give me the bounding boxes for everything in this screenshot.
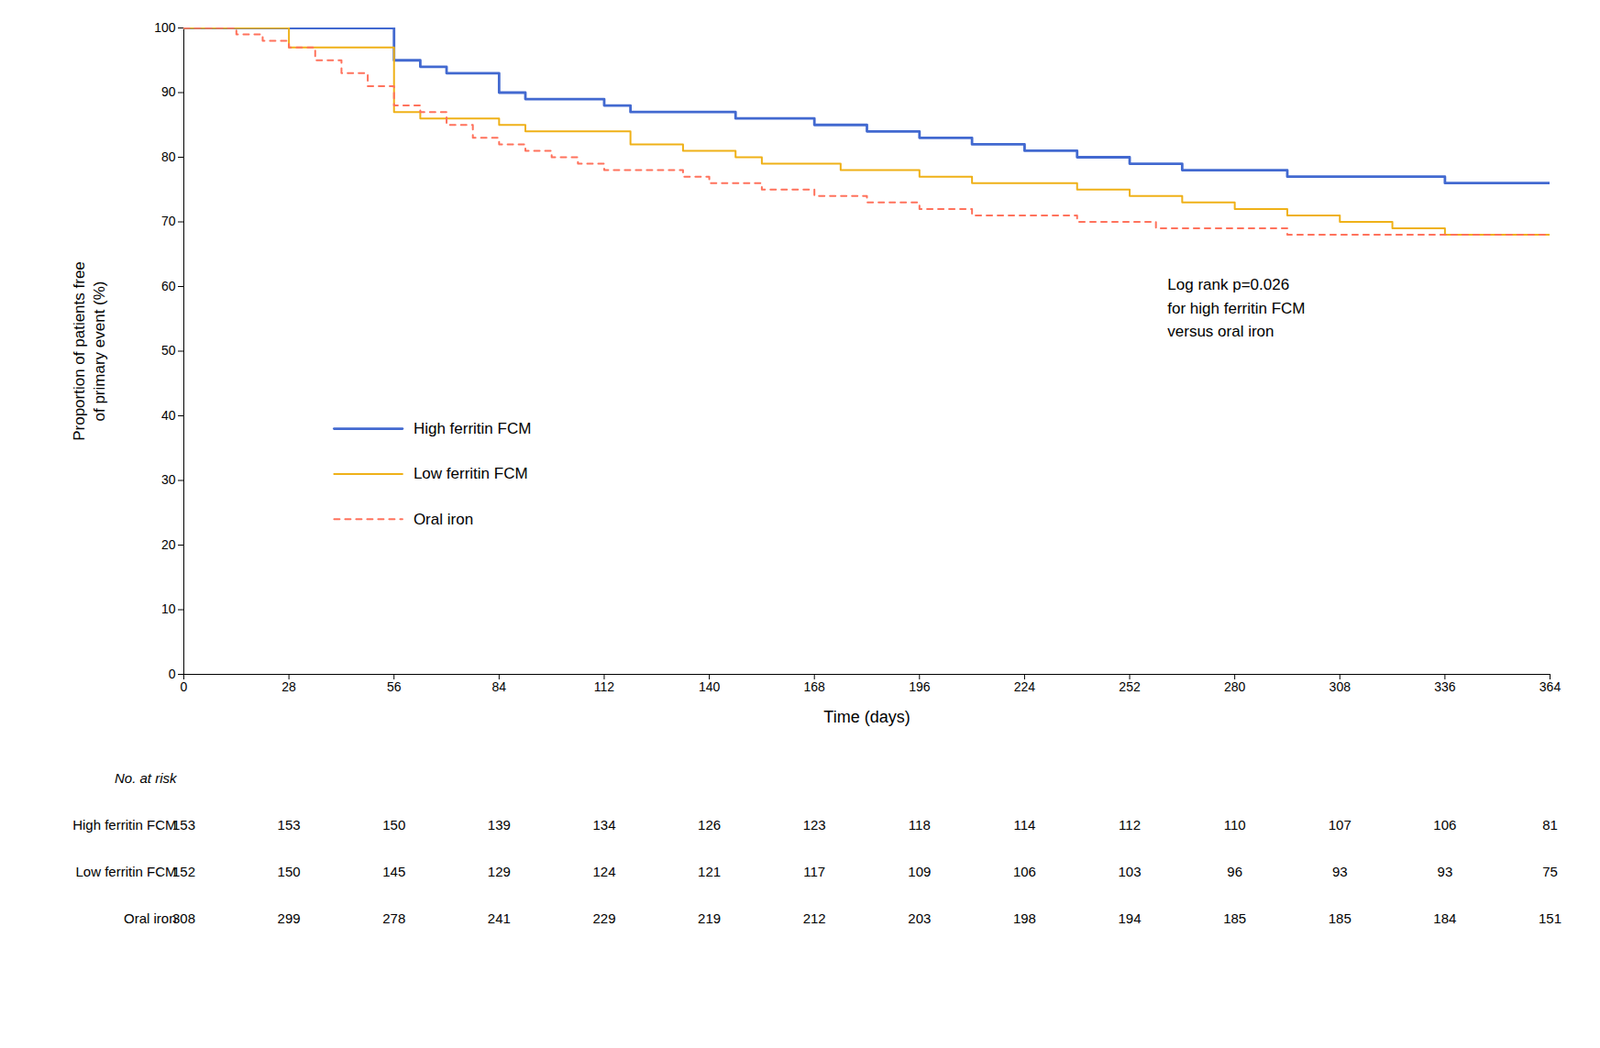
svg-text:110: 110 (1224, 816, 1247, 833)
svg-text:224: 224 (1014, 679, 1037, 695)
svg-text:60: 60 (161, 278, 177, 294)
svg-text:106: 106 (1013, 863, 1037, 880)
svg-text:308: 308 (172, 910, 196, 927)
svg-text:106: 106 (1433, 816, 1457, 833)
svg-text:30: 30 (161, 472, 177, 487)
svg-text:100: 100 (154, 20, 177, 35)
svg-text:20: 20 (161, 537, 177, 552)
svg-text:150: 150 (277, 863, 301, 880)
svg-text:Low ferritin FCM: Low ferritin FCM (75, 863, 177, 880)
svg-text:81: 81 (1542, 816, 1558, 833)
svg-text:145: 145 (382, 863, 406, 880)
svg-text:Low ferritin FCM: Low ferritin FCM (413, 464, 529, 483)
svg-text:112: 112 (1118, 816, 1141, 833)
svg-text:High ferritin FCM: High ferritin FCM (413, 419, 531, 438)
svg-text:93: 93 (1332, 863, 1348, 880)
svg-text:114: 114 (1013, 816, 1036, 833)
svg-text:308: 308 (1329, 679, 1352, 695)
svg-text:Log rank p=0.026for high ferri: Log rank p=0.026for high ferritin FCMver… (1167, 275, 1305, 341)
svg-text:140: 140 (698, 679, 721, 695)
svg-text:129: 129 (487, 863, 511, 880)
svg-text:28: 28 (281, 679, 297, 695)
svg-text:134: 134 (592, 816, 616, 833)
svg-text:Oral iron: Oral iron (413, 510, 474, 529)
svg-text:185: 185 (1328, 910, 1352, 927)
svg-text:212: 212 (803, 910, 827, 927)
svg-text:229: 229 (592, 910, 616, 927)
svg-text:123: 123 (803, 816, 827, 833)
svg-text:40: 40 (161, 408, 177, 423)
svg-text:219: 219 (697, 910, 721, 927)
svg-text:118: 118 (908, 816, 931, 833)
svg-text:151: 151 (1538, 910, 1562, 927)
svg-text:103: 103 (1118, 863, 1142, 880)
svg-text:150: 150 (382, 816, 406, 833)
svg-text:Oral iron: Oral iron (123, 910, 177, 927)
svg-text:152: 152 (172, 863, 196, 880)
svg-text:50: 50 (161, 342, 177, 358)
svg-text:241: 241 (487, 910, 511, 927)
svg-text:198: 198 (1013, 910, 1037, 927)
svg-text:185: 185 (1223, 910, 1247, 927)
svg-text:252: 252 (1118, 679, 1141, 695)
svg-text:0: 0 (168, 666, 177, 682)
svg-text:107: 107 (1328, 816, 1352, 833)
svg-text:84: 84 (492, 679, 508, 695)
svg-text:121: 121 (697, 863, 721, 880)
svg-text:203: 203 (907, 910, 931, 927)
svg-text:168: 168 (804, 679, 827, 695)
svg-text:90: 90 (161, 84, 177, 100)
svg-text:124: 124 (592, 863, 616, 880)
svg-text:153: 153 (277, 816, 301, 833)
svg-text:336: 336 (1434, 679, 1457, 695)
svg-text:112: 112 (594, 679, 616, 695)
svg-text:70: 70 (161, 213, 177, 229)
svg-text:Proportion of patients freeof: Proportion of patients freeof primary ev… (70, 261, 109, 442)
svg-text:153: 153 (172, 816, 196, 833)
svg-text:High ferritin FCM: High ferritin FCM (72, 816, 177, 833)
svg-text:194: 194 (1118, 910, 1142, 927)
svg-text:0: 0 (180, 679, 188, 695)
svg-text:126: 126 (697, 816, 721, 833)
svg-text:10: 10 (161, 601, 177, 617)
svg-text:109: 109 (907, 863, 931, 880)
svg-text:56: 56 (386, 679, 402, 695)
svg-text:139: 139 (487, 816, 511, 833)
svg-text:364: 364 (1539, 679, 1562, 695)
svg-text:184: 184 (1433, 910, 1457, 927)
svg-text:Time (days): Time (days) (823, 707, 910, 727)
svg-text:280: 280 (1224, 679, 1247, 695)
svg-text:299: 299 (277, 910, 301, 927)
svg-text:93: 93 (1437, 863, 1454, 880)
svg-text:278: 278 (382, 910, 406, 927)
svg-text:No. at risk: No. at risk (114, 770, 178, 786)
svg-text:117: 117 (803, 863, 826, 880)
svg-text:75: 75 (1542, 863, 1558, 880)
svg-text:80: 80 (161, 149, 177, 165)
svg-text:96: 96 (1226, 863, 1243, 880)
svg-text:196: 196 (908, 679, 931, 695)
